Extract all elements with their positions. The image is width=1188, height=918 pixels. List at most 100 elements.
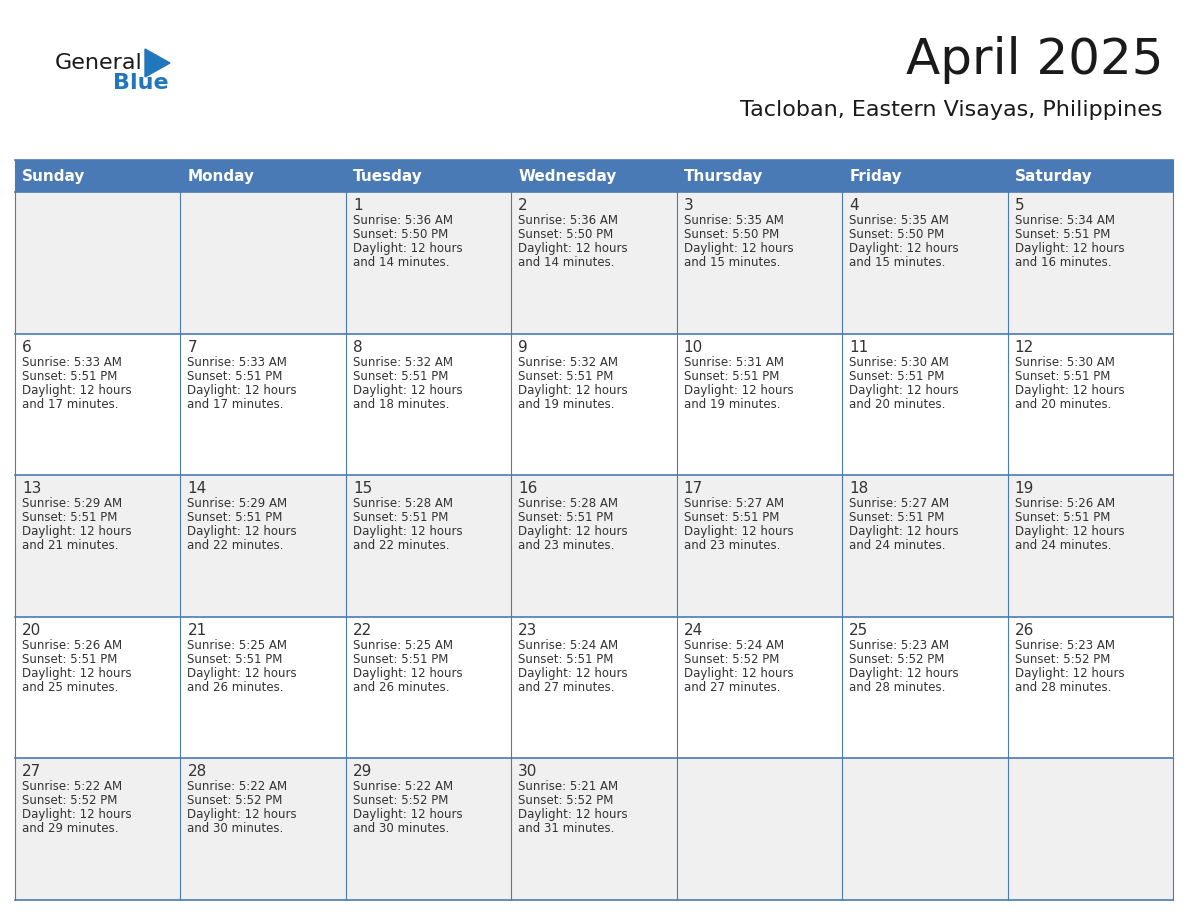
Text: Daylight: 12 hours: Daylight: 12 hours xyxy=(23,809,132,822)
Text: and 16 minutes.: and 16 minutes. xyxy=(1015,256,1111,269)
Text: Saturday: Saturday xyxy=(1015,169,1092,184)
Bar xyxy=(511,476,677,617)
Text: Daylight: 12 hours: Daylight: 12 hours xyxy=(353,525,462,538)
Text: Sunrise: 5:30 AM: Sunrise: 5:30 AM xyxy=(849,355,949,369)
Text: and 18 minutes.: and 18 minutes. xyxy=(353,397,449,410)
Text: Sunrise: 5:29 AM: Sunrise: 5:29 AM xyxy=(188,498,287,510)
Text: Sunset: 5:51 PM: Sunset: 5:51 PM xyxy=(23,370,118,383)
Text: Daylight: 12 hours: Daylight: 12 hours xyxy=(353,809,462,822)
Text: Sunrise: 5:22 AM: Sunrise: 5:22 AM xyxy=(188,780,287,793)
Text: Sunrise: 5:26 AM: Sunrise: 5:26 AM xyxy=(1015,498,1114,510)
Bar xyxy=(15,160,181,192)
Bar xyxy=(511,333,677,476)
Text: Sunset: 5:51 PM: Sunset: 5:51 PM xyxy=(353,511,448,524)
Bar xyxy=(1007,617,1173,758)
Text: Sunrise: 5:33 AM: Sunrise: 5:33 AM xyxy=(23,355,122,369)
Text: Daylight: 12 hours: Daylight: 12 hours xyxy=(1015,242,1124,255)
Text: Sunrise: 5:36 AM: Sunrise: 5:36 AM xyxy=(518,214,618,227)
Text: 18: 18 xyxy=(849,481,868,497)
Text: Daylight: 12 hours: Daylight: 12 hours xyxy=(353,666,462,680)
Text: and 14 minutes.: and 14 minutes. xyxy=(353,256,449,269)
Bar xyxy=(15,758,181,900)
Text: 2: 2 xyxy=(518,198,527,213)
Text: Daylight: 12 hours: Daylight: 12 hours xyxy=(188,384,297,397)
Bar xyxy=(346,192,511,333)
Text: 28: 28 xyxy=(188,765,207,779)
Text: 17: 17 xyxy=(684,481,703,497)
Text: and 22 minutes.: and 22 minutes. xyxy=(188,539,284,553)
Text: Wednesday: Wednesday xyxy=(518,169,617,184)
Text: Tacloban, Eastern Visayas, Philippines: Tacloban, Eastern Visayas, Philippines xyxy=(740,100,1163,120)
Text: Sunset: 5:51 PM: Sunset: 5:51 PM xyxy=(23,653,118,666)
Text: and 15 minutes.: and 15 minutes. xyxy=(849,256,946,269)
Text: Sunrise: 5:24 AM: Sunrise: 5:24 AM xyxy=(684,639,784,652)
Text: Daylight: 12 hours: Daylight: 12 hours xyxy=(188,809,297,822)
Text: Sunset: 5:51 PM: Sunset: 5:51 PM xyxy=(23,511,118,524)
Text: Daylight: 12 hours: Daylight: 12 hours xyxy=(518,809,628,822)
Text: Sunset: 5:50 PM: Sunset: 5:50 PM xyxy=(518,228,613,241)
Text: Daylight: 12 hours: Daylight: 12 hours xyxy=(23,525,132,538)
Text: Sunrise: 5:35 AM: Sunrise: 5:35 AM xyxy=(849,214,949,227)
Bar xyxy=(842,476,1007,617)
Bar xyxy=(15,192,181,333)
Bar xyxy=(1007,758,1173,900)
Text: and 17 minutes.: and 17 minutes. xyxy=(23,397,119,410)
Text: and 24 minutes.: and 24 minutes. xyxy=(1015,539,1111,553)
Text: Daylight: 12 hours: Daylight: 12 hours xyxy=(684,242,794,255)
Bar xyxy=(842,758,1007,900)
Text: Sunset: 5:51 PM: Sunset: 5:51 PM xyxy=(188,653,283,666)
Text: Tuesday: Tuesday xyxy=(353,169,423,184)
Text: 6: 6 xyxy=(23,340,32,354)
Text: Daylight: 12 hours: Daylight: 12 hours xyxy=(188,525,297,538)
Text: Sunset: 5:51 PM: Sunset: 5:51 PM xyxy=(188,511,283,524)
Text: Sunrise: 5:21 AM: Sunrise: 5:21 AM xyxy=(518,780,619,793)
Text: Daylight: 12 hours: Daylight: 12 hours xyxy=(684,525,794,538)
Bar xyxy=(346,617,511,758)
Text: 25: 25 xyxy=(849,622,868,638)
Text: 9: 9 xyxy=(518,340,527,354)
Text: Daylight: 12 hours: Daylight: 12 hours xyxy=(684,384,794,397)
Text: Sunrise: 5:29 AM: Sunrise: 5:29 AM xyxy=(23,498,122,510)
Text: Sunrise: 5:34 AM: Sunrise: 5:34 AM xyxy=(1015,214,1114,227)
Text: Daylight: 12 hours: Daylight: 12 hours xyxy=(849,525,959,538)
Text: 30: 30 xyxy=(518,765,538,779)
Text: Sunrise: 5:28 AM: Sunrise: 5:28 AM xyxy=(518,498,618,510)
Text: Sunset: 5:51 PM: Sunset: 5:51 PM xyxy=(684,511,779,524)
Text: Daylight: 12 hours: Daylight: 12 hours xyxy=(849,242,959,255)
Text: and 21 minutes.: and 21 minutes. xyxy=(23,539,119,553)
Text: Monday: Monday xyxy=(188,169,254,184)
Text: and 31 minutes.: and 31 minutes. xyxy=(518,823,614,835)
Bar xyxy=(677,758,842,900)
Text: and 28 minutes.: and 28 minutes. xyxy=(849,681,946,694)
Text: Daylight: 12 hours: Daylight: 12 hours xyxy=(353,242,462,255)
Bar xyxy=(181,617,346,758)
Bar xyxy=(677,160,842,192)
Text: and 20 minutes.: and 20 minutes. xyxy=(1015,397,1111,410)
Bar xyxy=(181,160,346,192)
Text: 21: 21 xyxy=(188,622,207,638)
Text: 13: 13 xyxy=(23,481,42,497)
Text: Sunday: Sunday xyxy=(23,169,86,184)
Text: Sunrise: 5:31 AM: Sunrise: 5:31 AM xyxy=(684,355,784,369)
Text: Sunset: 5:52 PM: Sunset: 5:52 PM xyxy=(518,794,614,808)
Text: and 27 minutes.: and 27 minutes. xyxy=(684,681,781,694)
Text: and 30 minutes.: and 30 minutes. xyxy=(353,823,449,835)
Text: Sunrise: 5:23 AM: Sunrise: 5:23 AM xyxy=(1015,639,1114,652)
Text: Daylight: 12 hours: Daylight: 12 hours xyxy=(1015,384,1124,397)
Bar xyxy=(1007,192,1173,333)
Text: 23: 23 xyxy=(518,622,538,638)
Text: 19: 19 xyxy=(1015,481,1034,497)
Text: Sunrise: 5:22 AM: Sunrise: 5:22 AM xyxy=(353,780,453,793)
Text: Sunset: 5:51 PM: Sunset: 5:51 PM xyxy=(684,370,779,383)
Text: 5: 5 xyxy=(1015,198,1024,213)
Bar xyxy=(181,758,346,900)
Text: Daylight: 12 hours: Daylight: 12 hours xyxy=(23,666,132,680)
Bar xyxy=(511,160,677,192)
Text: Daylight: 12 hours: Daylight: 12 hours xyxy=(518,384,628,397)
Text: and 23 minutes.: and 23 minutes. xyxy=(684,539,781,553)
Text: Sunrise: 5:36 AM: Sunrise: 5:36 AM xyxy=(353,214,453,227)
Text: Daylight: 12 hours: Daylight: 12 hours xyxy=(849,666,959,680)
Text: Friday: Friday xyxy=(849,169,902,184)
Text: Sunrise: 5:23 AM: Sunrise: 5:23 AM xyxy=(849,639,949,652)
Bar xyxy=(511,192,677,333)
